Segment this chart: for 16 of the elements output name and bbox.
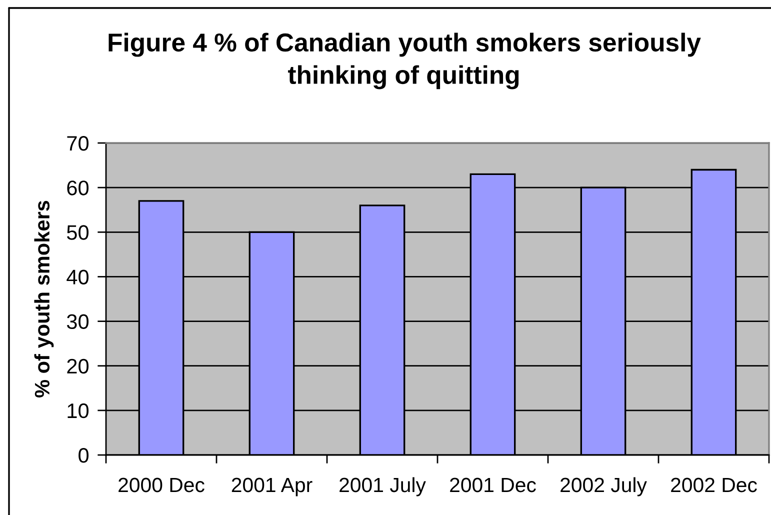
- chart-title: Figure 4 % of Canadian youth smokers seriously thinking of quitting: [108, 32, 701, 90]
- y-tick-label: 60: [67, 180, 89, 196]
- y-tick-label: 10: [68, 403, 89, 418]
- y-axis-title: % of youth smokers: [34, 200, 54, 398]
- y-tick-label: 70: [67, 136, 89, 151]
- x-tick-label: 2001 July: [340, 477, 426, 496]
- y-tick-label: 50: [66, 225, 89, 240]
- x-tick-label: 2000 Dec: [118, 478, 204, 492]
- x-tick-label: 2001 Apr: [232, 478, 312, 496]
- y-tick-label: 0: [78, 448, 89, 463]
- x-tick-label: 2002 July: [560, 477, 647, 496]
- y-tick-label: 40: [66, 270, 89, 284]
- y-tick-label: 30: [66, 314, 89, 330]
- x-tick-label: 2001 Dec: [450, 478, 536, 492]
- y-tick-label: 20: [67, 358, 89, 374]
- x-tick-label: 2002 Dec: [671, 478, 757, 492]
